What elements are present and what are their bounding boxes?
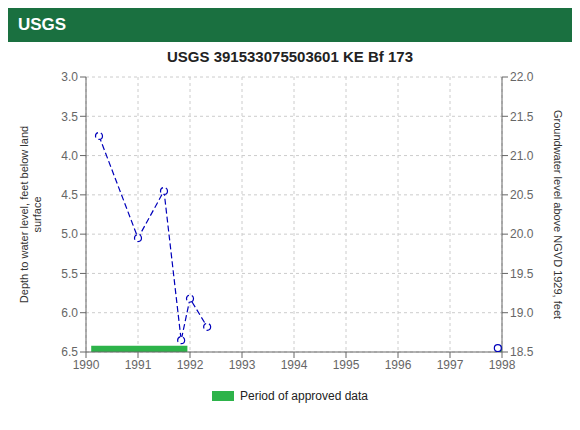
- svg-text:4.5: 4.5: [61, 188, 78, 202]
- svg-text:1997: 1997: [437, 358, 464, 372]
- html-text:USGS 391533075503601 KE Bf 173: USGS 391533075503601 KE Bf 173: [167, 48, 413, 65]
- svg-text:21.5: 21.5: [510, 110, 534, 124]
- svg-text:20.5: 20.5: [510, 188, 534, 202]
- svg-text:Depth to water level, feet bel: Depth to water level, feet below landsur…: [18, 126, 43, 303]
- svg-text:3.0: 3.0: [61, 70, 78, 84]
- svg-text:20.0: 20.0: [510, 227, 534, 241]
- html-text:USGS: USGS: [18, 15, 67, 34]
- svg-text:Groundwater level above NGVD 1: Groundwater level above NGVD 1929, feet: [552, 110, 564, 319]
- svg-text:19.0: 19.0: [510, 306, 534, 320]
- svg-text:19.5: 19.5: [510, 267, 534, 281]
- svg-text:1996: 1996: [385, 358, 412, 372]
- svg-text:5.5: 5.5: [61, 267, 78, 281]
- svg-text:1991: 1991: [125, 358, 152, 372]
- svg-text:5.0: 5.0: [61, 227, 78, 241]
- html-text:Period of approved data: Period of approved data: [240, 389, 368, 403]
- svg-text:1995: 1995: [333, 358, 360, 372]
- svg-text:6.5: 6.5: [61, 345, 78, 359]
- svg-text:1994: 1994: [281, 358, 308, 372]
- svg-text:21.0: 21.0: [510, 149, 534, 163]
- svg-text:1992: 1992: [177, 358, 204, 372]
- svg-text:1998: 1998: [489, 358, 516, 372]
- svg-text:1990: 1990: [73, 358, 100, 372]
- svg-text:1993: 1993: [229, 358, 256, 372]
- svg-text:22.0: 22.0: [510, 70, 534, 84]
- svg-text:6.0: 6.0: [61, 306, 78, 320]
- svg-text:3.5: 3.5: [61, 110, 78, 124]
- svg-text:4.0: 4.0: [61, 149, 78, 163]
- svg-text:18.5: 18.5: [510, 345, 534, 359]
